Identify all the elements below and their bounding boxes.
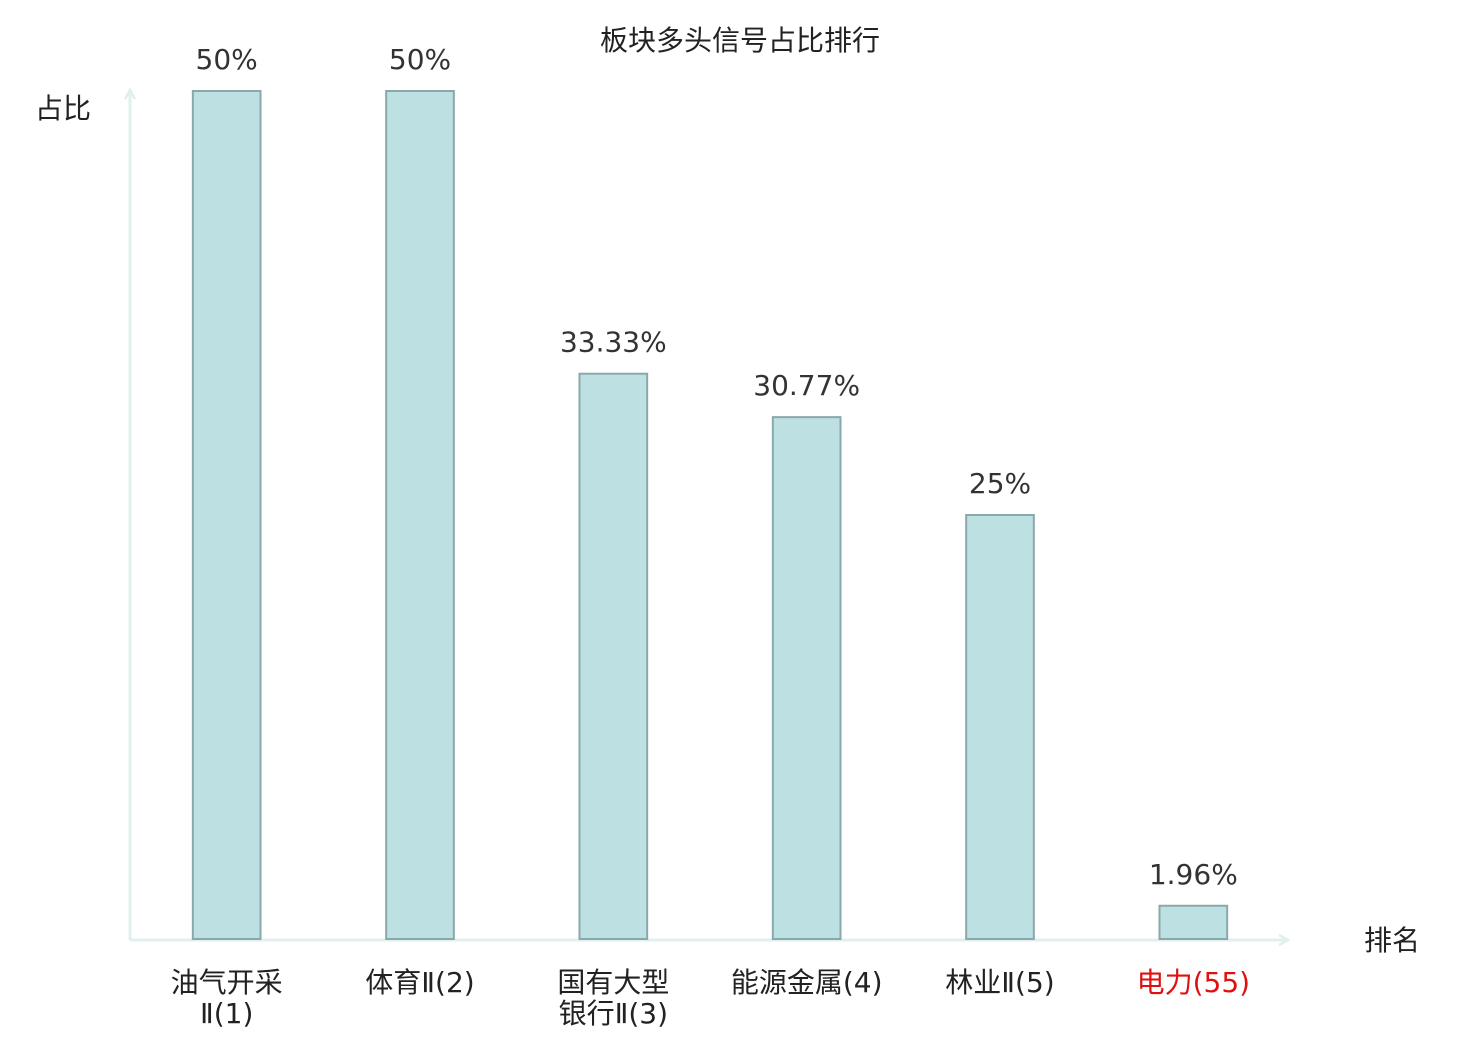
bar: [191, 90, 262, 940]
x-axis-label: 排名: [1364, 924, 1420, 957]
value-label: 50%: [389, 43, 451, 76]
bar: [771, 416, 842, 940]
x-tick-label: 国有大型银行Ⅱ(3): [557, 966, 669, 1030]
bar: [1158, 904, 1229, 941]
value-label: 50%: [196, 43, 258, 76]
value-label: 1.96%: [1149, 858, 1238, 891]
value-label: 25%: [969, 467, 1031, 500]
value-label: 33.33%: [560, 326, 667, 359]
bar: [578, 372, 649, 940]
x-tick-label: 油气开采 Ⅱ(1): [171, 966, 283, 1030]
x-tick-label: 体育Ⅱ(2): [365, 966, 474, 999]
chart-title: 板块多头信号占比排行: [600, 24, 880, 57]
bar: [965, 514, 1035, 940]
bar: [385, 90, 455, 940]
y-axis-label: 占比: [35, 92, 91, 125]
x-tick-label: 能源金属(4): [731, 966, 883, 999]
x-tick-label: 林业Ⅱ(5): [945, 966, 1054, 999]
x-tick-label: 电力(55): [1137, 966, 1250, 999]
value-label: 30.77%: [753, 369, 860, 402]
